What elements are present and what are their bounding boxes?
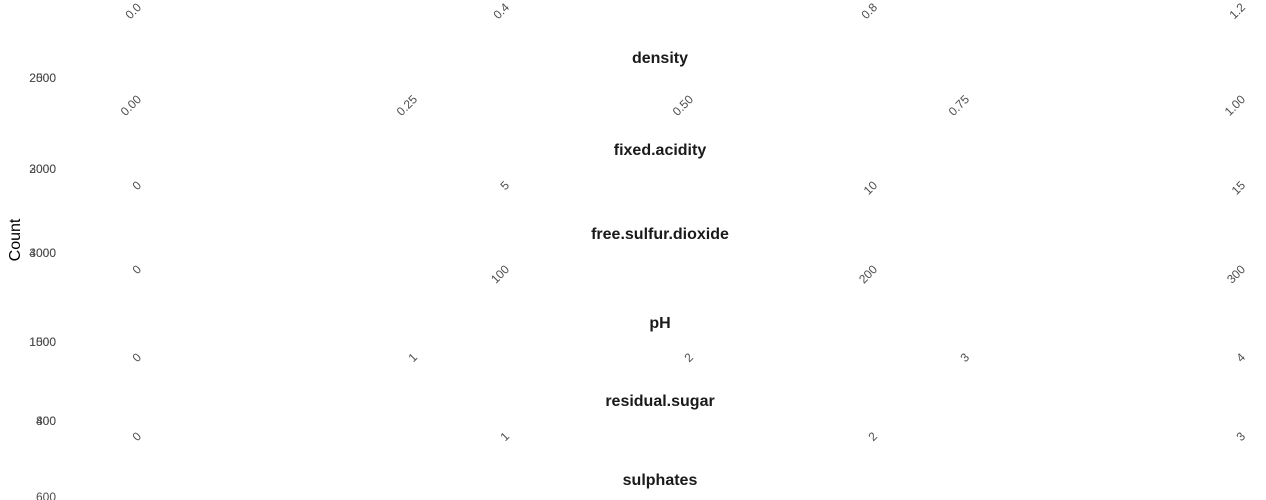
x-tick-label: 0 — [129, 178, 144, 193]
x-tick-label: 2 — [865, 429, 880, 444]
y-tick-label: 800 — [36, 414, 56, 428]
y-tick-label: 400 — [36, 414, 56, 428]
x-tick-label: 4 — [1233, 350, 1248, 365]
x-tick-label: 200 — [856, 262, 880, 286]
y-tick-label: 3000 — [29, 246, 56, 260]
y-tick-label: 2000 — [29, 162, 56, 176]
x-tick-label: 1.00 — [1222, 92, 1249, 119]
y-tick-label: 1000 — [29, 335, 56, 349]
facet-title: density — [632, 50, 688, 67]
x-tick-label: 0 — [129, 262, 144, 277]
facet-title: pH — [649, 315, 670, 332]
y-tick-label: 1500 — [29, 335, 56, 349]
x-tick-label: 3 — [957, 350, 972, 365]
x-tick-label: 300 — [1224, 262, 1248, 286]
x-tick-label: 5 — [497, 178, 512, 193]
x-tick-label: 0.50 — [670, 92, 697, 119]
x-tick-label: 0.4 — [490, 0, 512, 22]
facet-panel: 0.0 0.4 0.8 1.2 — [122, 0, 1248, 22]
x-tick-label: 100 — [488, 262, 512, 286]
y-tick-label: 600 — [36, 490, 56, 500]
x-tick-label: 3 — [1233, 429, 1248, 444]
x-tick-label: 0.75 — [946, 92, 973, 119]
facet-title: residual.sugar — [605, 393, 714, 410]
y-tick-label: 3000 — [29, 162, 56, 176]
x-tick-label: 0.25 — [394, 92, 421, 119]
x-tick-label: 0.0 — [122, 0, 144, 22]
x-tick-label: 15 — [1229, 178, 1249, 198]
x-tick-label: 0.00 — [118, 92, 145, 119]
y-tick-label: 2000 — [29, 71, 56, 85]
facet-title: free.sulfur.dioxide — [591, 226, 729, 243]
x-tick-label: 0 — [129, 350, 144, 365]
facet-panel: sulphates 600 — [36, 472, 697, 500]
facet-title: sulphates — [623, 472, 698, 489]
x-tick-label: 2 — [681, 350, 696, 365]
x-tick-label: 1 — [405, 350, 420, 365]
y-tick-label: 4000 — [29, 246, 56, 260]
facet-panels: 0.0 0.4 0.8 1.2 density 0.00 0.25 0.50 0.75 1.00 2… — [29, 0, 1248, 500]
x-tick-label: 0.8 — [858, 0, 880, 22]
x-tick-label: 10 — [861, 178, 881, 198]
y-tick-label: 2500 — [29, 71, 56, 85]
x-tick-label: 1.2 — [1226, 0, 1248, 22]
facet-title: fixed.acidity — [614, 142, 707, 159]
x-tick-label: 1 — [497, 429, 512, 444]
y-axis-title: Count — [7, 218, 24, 261]
x-tick-label: 0 — [129, 429, 144, 444]
